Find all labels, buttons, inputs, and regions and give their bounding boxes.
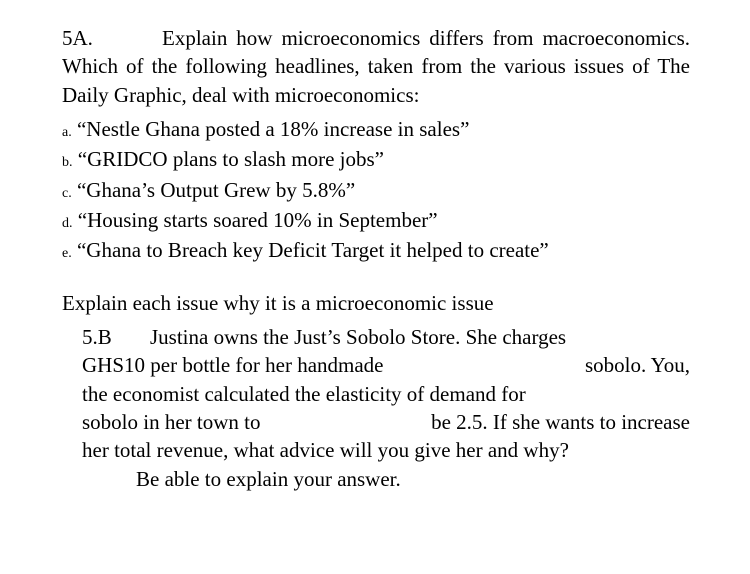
option-c-text: “Ghana’s Output Grew by 5.8%”	[77, 178, 355, 202]
q5b-line4: sobolo in her town to be 2.5. If she wan…	[82, 408, 690, 436]
question-5a: 5A.Explain how microeconomics differs fr…	[62, 24, 690, 109]
option-d-text: “Housing starts soared 10% in September”	[78, 208, 438, 232]
document-page: 5A.Explain how microeconomics differs fr…	[0, 0, 750, 517]
option-a-text: “Nestle Ghana posted a 18% increase in s…	[77, 117, 469, 141]
q5b-line2: GHS10 per bottle for her handmade sobolo…	[82, 351, 690, 379]
q5b-line4-left: sobolo in her town to	[82, 408, 261, 436]
option-d: d. “Housing starts soared 10% in Septemb…	[62, 206, 690, 234]
option-a: a. “Nestle Ghana posted a 18% increase i…	[62, 115, 690, 143]
q5b-line2-right: sobolo. You,	[585, 351, 690, 379]
option-e: e. “Ghana to Breach key Deficit Target i…	[62, 236, 690, 264]
question-5a-number: 5A.	[62, 24, 162, 52]
option-b-text: “GRIDCO plans to slash more jobs”	[78, 147, 384, 171]
explain-prompt: Explain each issue why it is a microecon…	[62, 289, 690, 317]
q5b-line4-right: be 2.5. If she wants to increase	[431, 408, 690, 436]
q5b-line5: her total revenue, what advice will you …	[82, 436, 690, 464]
q5b-line3: the economist calculated the elasticity …	[82, 380, 690, 408]
q5b-line2-left: GHS10 per bottle for her handmade	[82, 351, 384, 379]
q5b-line1: 5.BJustina owns the Just’s Sobolo Store.…	[82, 323, 690, 351]
option-d-letter: d.	[62, 216, 73, 231]
option-b-letter: b.	[62, 155, 73, 170]
question-5b: 5.BJustina owns the Just’s Sobolo Store.…	[62, 323, 690, 493]
q5b-line1-text: Justina owns the Just’s Sobolo Store. Sh…	[150, 325, 566, 349]
option-e-text: “Ghana to Breach key Deficit Target it h…	[77, 238, 549, 262]
q5b-line6: Be able to explain your answer.	[82, 465, 690, 493]
options-list: a. “Nestle Ghana posted a 18% increase i…	[62, 115, 690, 265]
option-c: c. “Ghana’s Output Grew by 5.8%”	[62, 176, 690, 204]
option-c-letter: c.	[62, 186, 72, 201]
option-a-letter: a.	[62, 125, 72, 140]
question-5b-number: 5.B	[82, 323, 150, 351]
option-e-letter: e.	[62, 246, 72, 261]
option-b: b. “GRIDCO plans to slash more jobs”	[62, 145, 690, 173]
